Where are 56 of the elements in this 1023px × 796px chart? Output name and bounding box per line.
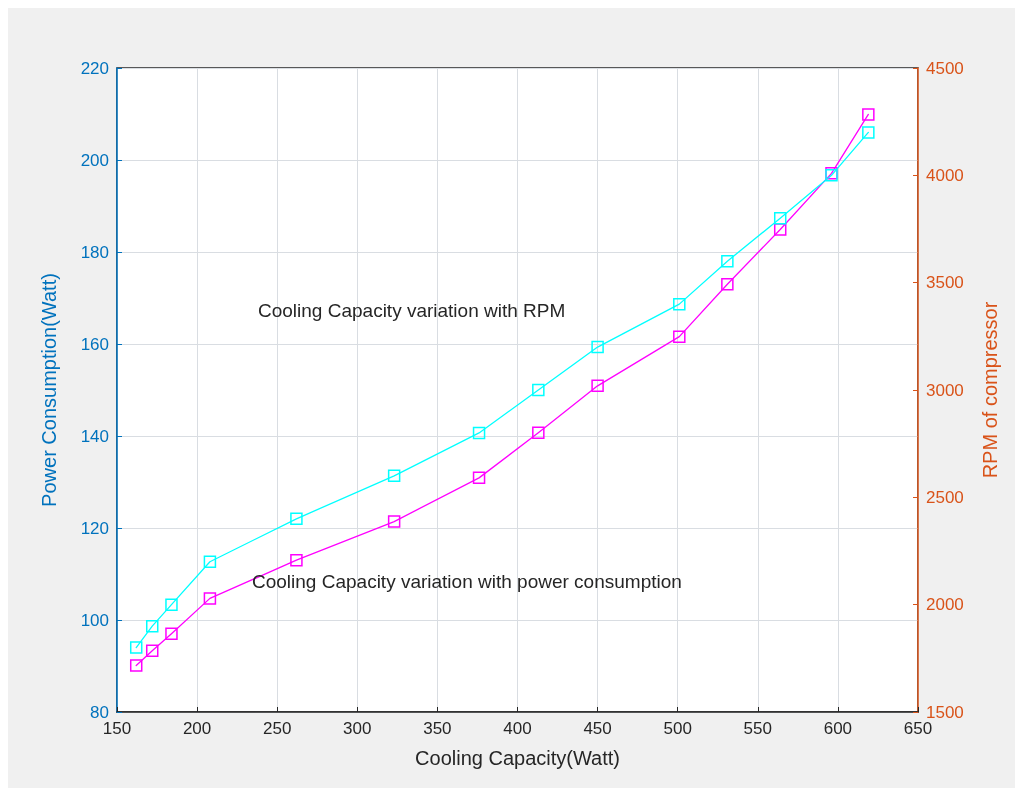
point — [203, 592, 217, 605]
x-tick-label: 250 — [263, 719, 292, 738]
y2-tick-label: 2500 — [926, 487, 964, 507]
x-tick-label: 400 — [503, 719, 532, 738]
point — [673, 330, 686, 343]
y-tick-label: 220 — [80, 58, 109, 78]
point — [472, 471, 486, 485]
x-tick-label: 150 — [102, 719, 132, 738]
point — [862, 126, 875, 139]
annotation: Cooling Capacity variation with power consumption — [252, 570, 682, 592]
y2-tick-label: 4000 — [926, 165, 964, 185]
y-axis-title: Power Consumption(Watt) — [38, 273, 60, 507]
point — [165, 627, 178, 641]
y-tick-label: 80 — [90, 702, 109, 722]
x-tick-label: 200 — [182, 719, 212, 738]
point — [203, 555, 217, 568]
y2-axis-title: RPM of compressor — [979, 301, 1001, 479]
point — [129, 641, 143, 654]
y-tick-label: 180 — [80, 242, 109, 262]
y2-tick-label: 2000 — [926, 595, 964, 615]
x-tick-label: 450 — [583, 719, 612, 738]
point — [290, 553, 303, 567]
y2-tick-label: 3000 — [926, 380, 964, 400]
y2-tick-label: 3500 — [926, 273, 964, 293]
x-axis-title: Cooling Capacity(Watt) — [415, 747, 620, 769]
point — [145, 619, 159, 633]
annotation: Cooling Capacity variation with RPM — [258, 299, 566, 321]
y2-tick-label: 4500 — [926, 58, 964, 78]
point — [591, 340, 604, 354]
point — [721, 254, 734, 268]
y-tick-label: 100 — [80, 610, 109, 630]
point — [145, 644, 159, 658]
x-tick-label: 500 — [663, 719, 692, 738]
point — [673, 297, 686, 311]
x-tick-label: 550 — [743, 719, 772, 738]
point — [773, 212, 787, 225]
point — [472, 426, 486, 440]
y-tick-label: 160 — [80, 334, 109, 354]
point — [532, 426, 545, 440]
x-tick-label: 650 — [903, 719, 933, 738]
point — [129, 659, 143, 672]
y-tick-label: 120 — [80, 518, 109, 538]
point — [290, 512, 303, 526]
point — [591, 379, 604, 393]
x-tick-label: 350 — [423, 719, 452, 738]
point — [721, 277, 734, 291]
point — [387, 515, 401, 528]
point — [532, 383, 545, 397]
y2-tick-label: 1500 — [926, 702, 964, 722]
point — [165, 598, 178, 611]
point — [387, 469, 401, 483]
y-tick-label: 140 — [80, 426, 109, 446]
x-tick-label: 300 — [343, 719, 372, 738]
y-tick-label: 200 — [80, 150, 109, 170]
x-tick-label: 600 — [823, 719, 853, 738]
point — [862, 108, 875, 121]
